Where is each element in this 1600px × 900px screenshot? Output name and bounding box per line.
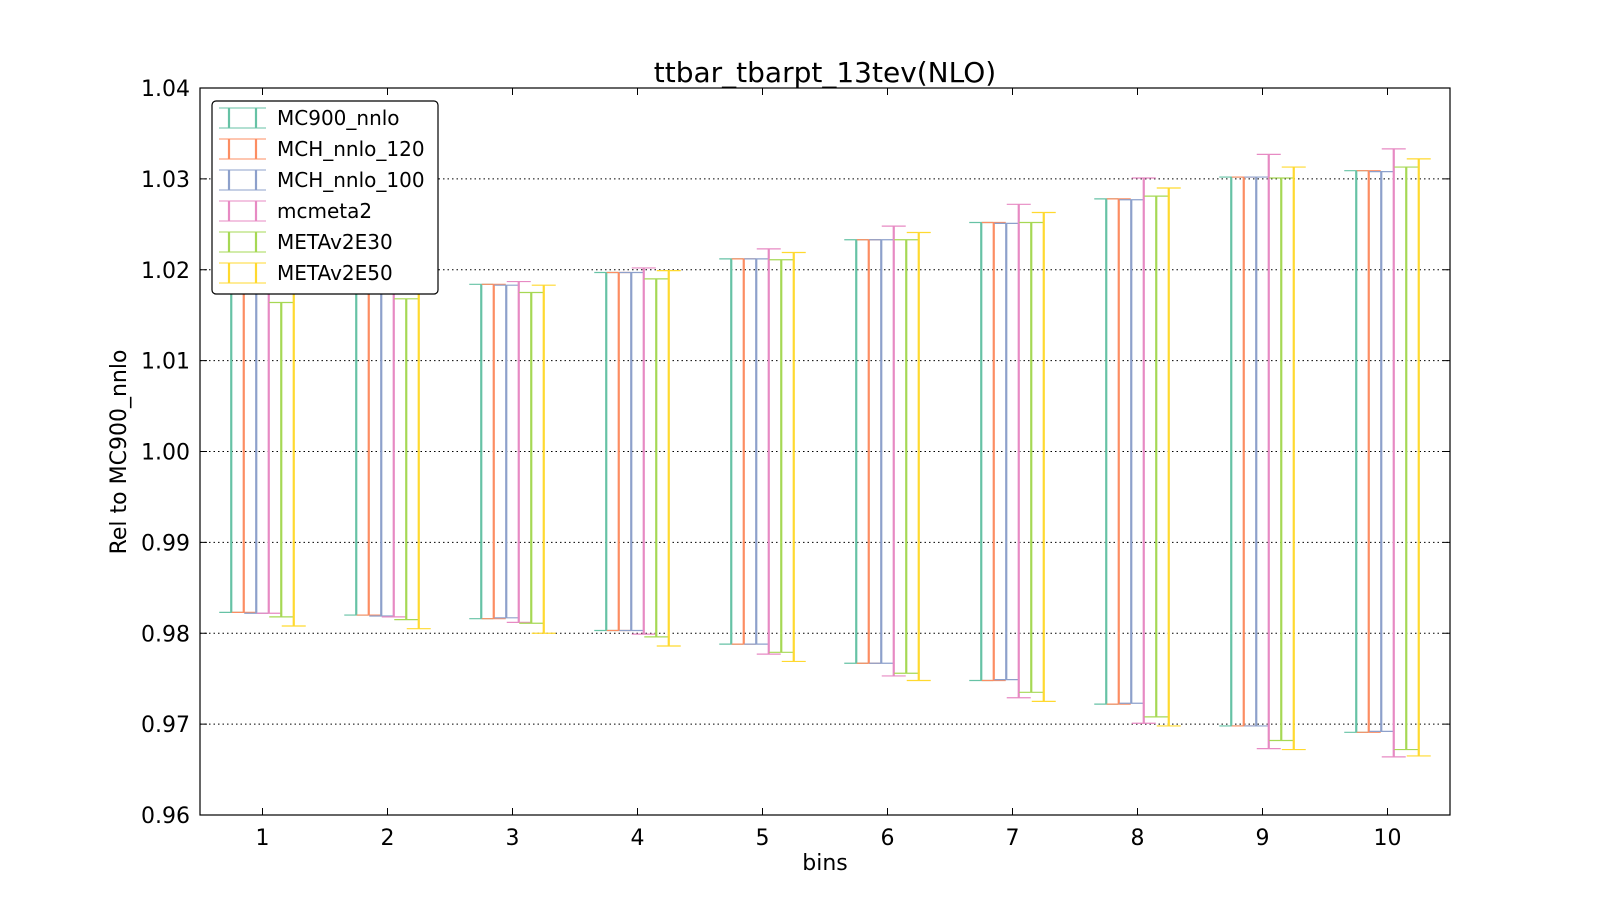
- series-MC900_nnlo: [219, 170, 1369, 733]
- series-MCH_nnlo_100: [244, 171, 1394, 732]
- y-tick-label: 0.96: [141, 804, 190, 829]
- legend-entry: MCH_nnlo_120: [219, 137, 425, 161]
- x-tick-label: 2: [381, 826, 395, 851]
- y-tick-label: 1.03: [141, 168, 190, 193]
- series-mcmeta2: [256, 148, 1406, 758]
- y-tick-label: 1.00: [141, 441, 190, 466]
- legend: MC900_nnlo MCH_nnlo_120 MCH_nnlo_100mcmeta…: [211, 100, 439, 295]
- y-tick-label: 1.02: [141, 259, 190, 284]
- x-tick-label: 3: [506, 826, 520, 851]
- x-tick-label: 7: [1006, 826, 1020, 851]
- legend-label: mcmeta2: [277, 199, 372, 223]
- y-axis-label: Rel to MC900_nnlo: [107, 350, 132, 555]
- legend-box: [211, 100, 439, 295]
- x-tick-label: 6: [881, 826, 895, 851]
- legend-entry: METAv2E50: [219, 261, 393, 285]
- y-tick-label: 1.01: [141, 350, 190, 375]
- x-axis-label: bins: [802, 851, 847, 876]
- y-tick-label: 1.04: [141, 77, 190, 102]
- y-tick-label: 0.97: [141, 713, 190, 738]
- x-tick-label: 10: [1374, 826, 1402, 851]
- legend-label: METAv2E30: [277, 230, 393, 254]
- legend-label: MC900_nnlo: [277, 106, 400, 130]
- legend-label: METAv2E50: [277, 261, 393, 285]
- legend-label: MCH_nnlo_120: [277, 137, 425, 161]
- legend-entry: MCH_nnlo_100: [219, 168, 425, 192]
- series-METAv2E50: [281, 158, 1431, 757]
- chart-title: ttbar_tbarpt_13tev(NLO): [654, 56, 996, 89]
- legend-label: MCH_nnlo_100: [277, 168, 425, 192]
- legend-entry: METAv2E30: [219, 230, 393, 254]
- x-axis-ticks: 1 2 3 4 5 6 7 8 9 10: [256, 88, 1402, 851]
- legend-entry: mcmeta2: [219, 199, 372, 223]
- series-METAv2E30: [269, 166, 1419, 751]
- y-axis-ticks: 0.96 0.97 0.98 0.99 1.00 1.01 1.02 1.03 1.04: [141, 77, 1450, 829]
- x-tick-label: 1: [256, 826, 270, 851]
- x-tick-label: 9: [1256, 826, 1270, 851]
- error-bars: [219, 148, 1431, 758]
- y-tick-label: 0.98: [141, 622, 190, 647]
- x-tick-label: 8: [1131, 826, 1145, 851]
- x-tick-label: 5: [756, 826, 770, 851]
- legend-entry: MC900_nnlo: [219, 106, 400, 130]
- x-tick-label: 4: [631, 826, 645, 851]
- y-tick-label: 0.99: [141, 531, 190, 556]
- series-MCH_nnlo_120: [231, 170, 1381, 733]
